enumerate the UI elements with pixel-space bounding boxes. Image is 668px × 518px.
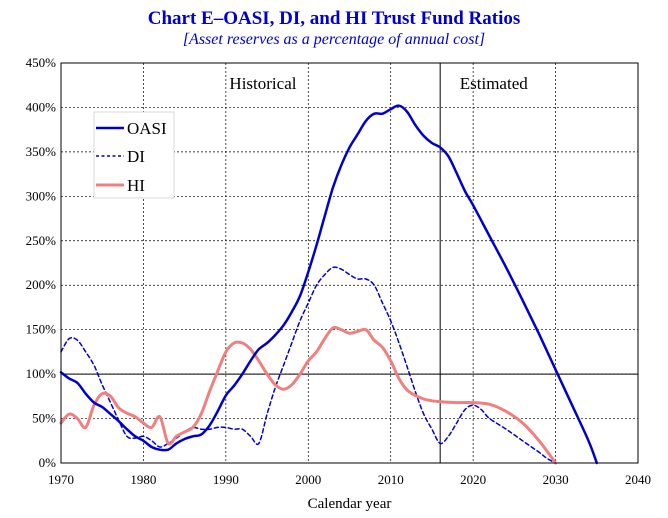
y-tick-label: 400% (26, 99, 57, 114)
chart-subtitle: [Asset reserves as a percentage of annua… (183, 31, 485, 48)
region-label-estimated: Estimated (460, 74, 528, 93)
x-tick-label: 1980 (130, 472, 156, 487)
y-tick-label: 250% (26, 233, 57, 248)
y-tick-label: 50% (32, 411, 56, 426)
x-tick-label: 1970 (48, 472, 74, 487)
y-tick-label: 0% (39, 455, 57, 470)
legend-label-di: DI (127, 147, 145, 166)
legend-label-oasi: OASI (127, 119, 167, 138)
x-tick-labels: 1970 1980 1990 2000 2010 2020 2030 2040 (48, 472, 651, 487)
x-tick-label: 2030 (543, 472, 569, 487)
series-line-di (60, 266, 557, 464)
y-tick-label: 200% (26, 277, 57, 292)
region-label-historical: Historical (229, 74, 296, 93)
y-tick-labels: 0% 50% 100% 150% 200% 250% 300% 350% 400% 450% (26, 55, 57, 470)
plot-frame (60, 62, 639, 464)
series-line-hi (59, 325, 558, 465)
legend-box (93, 111, 175, 199)
y-tick-label: 300% (26, 188, 57, 203)
x-axis-label: Calendar year (308, 496, 392, 512)
x-tick-label: 2020 (460, 472, 486, 487)
x-tick-label: 2000 (295, 472, 321, 487)
y-tick-label: 150% (26, 322, 57, 337)
series-line-oasi (59, 104, 599, 465)
x-tick-label: 2010 (378, 472, 404, 487)
x-tick-label: 2040 (625, 472, 651, 487)
series-lines (59, 104, 599, 465)
y-tick-label: 450% (26, 55, 57, 70)
legend: OASI DI HI (93, 111, 175, 199)
y-tick-label: 350% (26, 144, 57, 159)
y-tick-label: 100% (26, 366, 57, 381)
chart-title: Chart E–OASI, DI, and HI Trust Fund Rati… (148, 8, 521, 29)
x-tick-label: 1990 (213, 472, 239, 487)
legend-label-hi: HI (127, 176, 145, 195)
